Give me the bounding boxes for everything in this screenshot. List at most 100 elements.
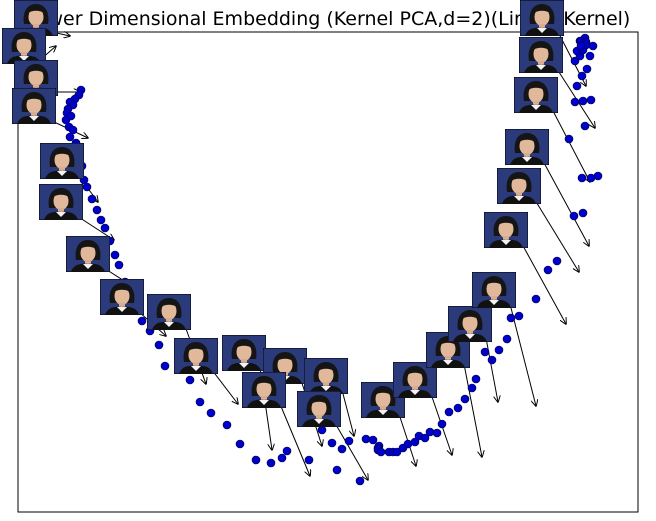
face-thumbnail-24 bbox=[519, 37, 563, 73]
data-point-58 bbox=[410, 437, 420, 447]
plot-frame bbox=[17, 31, 639, 513]
data-point-35 bbox=[235, 439, 245, 449]
face-thumbnail-6 bbox=[66, 236, 110, 272]
data-point-70 bbox=[487, 355, 497, 365]
face-thumbnail-18 bbox=[448, 306, 492, 342]
face-thumbnail-5 bbox=[39, 184, 83, 220]
face-thumbnail-10 bbox=[222, 335, 266, 371]
face-thumbnail-21 bbox=[497, 168, 541, 204]
data-point-73 bbox=[506, 313, 516, 323]
face-thumbnail-7 bbox=[100, 279, 144, 315]
data-point-41 bbox=[317, 425, 327, 435]
data-point-69 bbox=[480, 347, 490, 357]
thumbnail-arrow-22 bbox=[542, 160, 589, 246]
data-point-67 bbox=[467, 383, 477, 393]
data-point-43 bbox=[332, 465, 342, 475]
face-thumbnail-12 bbox=[242, 372, 286, 408]
data-point-63 bbox=[437, 419, 447, 429]
data-point-71 bbox=[494, 345, 504, 355]
data-point-99 bbox=[585, 51, 595, 61]
data-point-47 bbox=[361, 434, 371, 444]
data-point-64 bbox=[444, 407, 454, 417]
thumbnail-arrow-12 bbox=[279, 403, 310, 476]
data-point-39 bbox=[282, 446, 292, 456]
thumbnail-arrow-14 bbox=[334, 422, 368, 480]
data-point-78 bbox=[569, 211, 579, 221]
data-point-30 bbox=[160, 361, 170, 371]
data-point-36 bbox=[251, 455, 261, 465]
data-point-68 bbox=[471, 374, 481, 384]
thumbnail-arrow-18 bbox=[485, 337, 498, 402]
data-point-76 bbox=[543, 265, 553, 275]
data-point-86 bbox=[572, 81, 582, 91]
face-thumbnails bbox=[2, 0, 564, 427]
face-thumbnail-3 bbox=[12, 88, 56, 124]
data-point-101 bbox=[580, 121, 590, 131]
face-thumbnail-25 bbox=[520, 0, 564, 36]
data-point-88 bbox=[582, 64, 592, 74]
data-point-40 bbox=[304, 455, 314, 465]
data-point-18 bbox=[92, 205, 102, 215]
data-point-42 bbox=[327, 438, 337, 448]
data-point-19 bbox=[96, 215, 106, 225]
data-point-20 bbox=[100, 223, 110, 233]
data-point-79 bbox=[578, 208, 588, 218]
thumbnail-arrow-23 bbox=[551, 108, 590, 182]
face-thumbnail-9 bbox=[174, 338, 218, 374]
data-point-82 bbox=[564, 134, 574, 144]
data-point-46 bbox=[355, 476, 365, 486]
data-point-98 bbox=[576, 41, 586, 51]
data-point-11 bbox=[65, 132, 75, 142]
data-point-48 bbox=[368, 435, 378, 445]
thumbnail-arrow-19 bbox=[509, 303, 536, 406]
data-point-55 bbox=[392, 447, 402, 457]
data-point-87 bbox=[577, 71, 587, 81]
data-point-33 bbox=[206, 408, 216, 418]
thumbnail-arrow-17 bbox=[463, 363, 482, 457]
chart-title: Lower Dimensional Embedding (Kernel PCA,… bbox=[26, 8, 631, 30]
thumbnail-arrow-20 bbox=[521, 243, 566, 324]
thumbnail-arrow-21 bbox=[534, 199, 579, 272]
data-point-17 bbox=[87, 194, 97, 204]
data-point-29 bbox=[154, 340, 164, 350]
data-point-74 bbox=[514, 311, 524, 321]
face-thumbnail-20 bbox=[484, 212, 528, 248]
face-thumbnail-19 bbox=[472, 272, 516, 308]
face-thumbnail-23 bbox=[514, 77, 558, 113]
face-thumbnail-4 bbox=[40, 143, 84, 179]
data-point-34 bbox=[222, 420, 232, 430]
data-point-61 bbox=[425, 427, 435, 437]
data-point-45 bbox=[344, 436, 354, 446]
data-point-31 bbox=[185, 375, 195, 385]
data-point-60 bbox=[420, 433, 430, 443]
data-point-62 bbox=[432, 428, 442, 438]
face-thumbnail-14 bbox=[297, 391, 341, 427]
data-point-80 bbox=[577, 173, 587, 183]
data-point-102 bbox=[586, 173, 596, 183]
data-point-75 bbox=[531, 294, 541, 304]
data-point-52 bbox=[376, 447, 386, 457]
data-point-84 bbox=[578, 96, 588, 106]
data-point-22 bbox=[110, 250, 120, 260]
face-thumbnail-8 bbox=[147, 294, 191, 330]
face-thumbnail-1 bbox=[2, 28, 46, 64]
data-point-65 bbox=[453, 403, 463, 413]
data-point-83 bbox=[570, 97, 580, 107]
data-point-16 bbox=[82, 182, 92, 192]
data-point-27 bbox=[137, 316, 147, 326]
data-point-100 bbox=[588, 41, 598, 51]
face-thumbnail-13 bbox=[304, 358, 348, 394]
data-point-72 bbox=[502, 334, 512, 344]
face-thumbnail-22 bbox=[505, 129, 549, 165]
data-point-32 bbox=[195, 397, 205, 407]
data-point-66 bbox=[460, 394, 470, 404]
data-point-44 bbox=[337, 444, 347, 454]
data-point-38 bbox=[277, 453, 287, 463]
thumbnail-arrow-13 bbox=[341, 389, 354, 436]
data-point-85 bbox=[586, 95, 596, 105]
thumbnail-arrow-9 bbox=[211, 369, 238, 404]
data-point-37 bbox=[266, 458, 276, 468]
data-point-23 bbox=[114, 260, 124, 270]
data-point-77 bbox=[552, 256, 562, 266]
